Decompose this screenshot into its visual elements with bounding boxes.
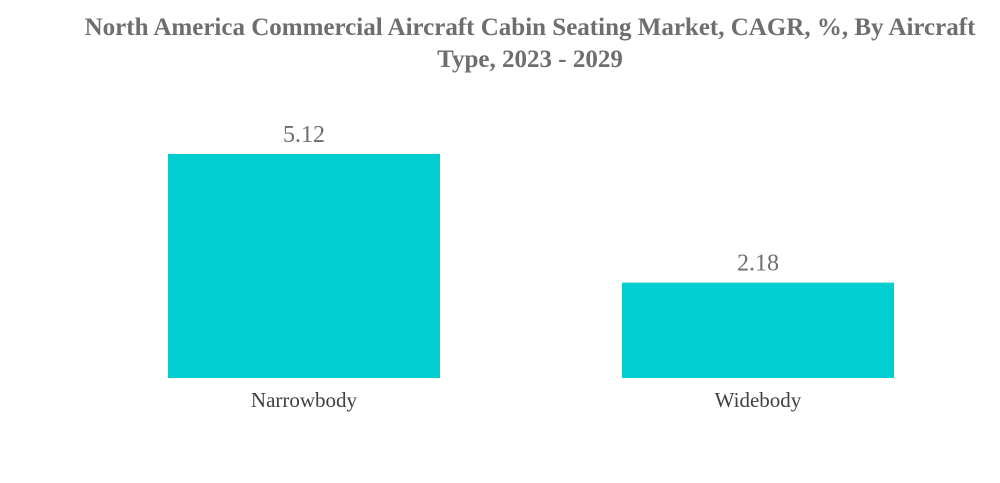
category-label-widebody: Widebody xyxy=(715,388,802,412)
bar-widebody xyxy=(622,282,894,378)
value-label-widebody: 2.18 xyxy=(737,251,779,277)
bar-narrowbody xyxy=(168,154,440,378)
value-label-narrowbody: 5.12 xyxy=(283,122,325,148)
chart-title: North America Commercial Aircraft Cabin … xyxy=(84,14,976,73)
value-labels-layer: 5.12 2.18 xyxy=(283,122,779,277)
category-labels-layer: Narrowbody Widebody xyxy=(251,388,802,412)
bars-layer xyxy=(168,154,894,378)
category-label-narrowbody: Narrowbody xyxy=(251,388,358,412)
